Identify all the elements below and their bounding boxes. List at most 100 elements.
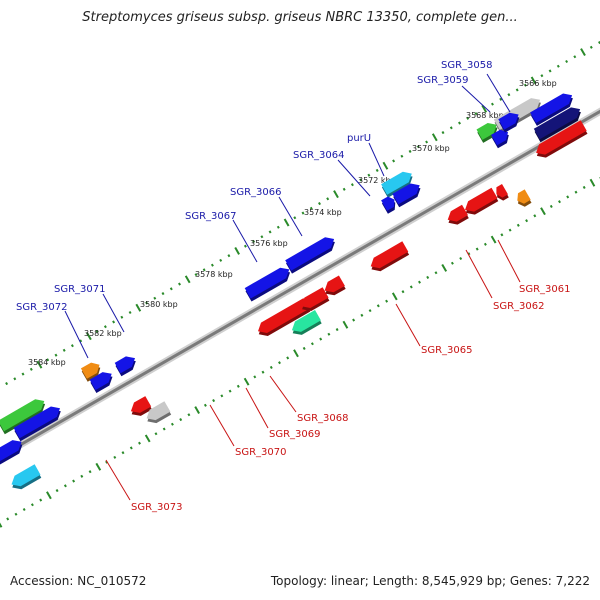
scale-tick [113, 455, 117, 459]
scale-label: 3566 kbp [519, 79, 557, 88]
gene-arrow[interactable] [491, 129, 508, 146]
gene-label-sgr-3059[interactable]: SGR_3059 [417, 75, 469, 86]
scale-tick [459, 256, 463, 261]
scale-ticks-forward [5, 41, 600, 386]
gene-arrow-sgr-3073[interactable] [130, 396, 152, 413]
topology-summary: Topology: linear; Length: 8,545,929 bp; … [270, 574, 590, 588]
gene-arrow-sgr-3059[interactable] [476, 123, 497, 140]
scale-tick [491, 102, 494, 106]
gene-label-sgr-3071[interactable]: SGR_3071 [54, 284, 106, 295]
gene-arrow-sgr-3064[interactable] [381, 196, 395, 211]
scale-tick [29, 367, 33, 371]
scale-tick [260, 235, 264, 239]
scale-tick [475, 247, 479, 251]
scale-tick [129, 446, 133, 450]
gene-label-sgr-3068[interactable]: SGR_3068 [297, 413, 349, 424]
gene-arrow[interactable] [89, 372, 112, 390]
gene-arrow-sgr-3061[interactable] [465, 187, 498, 212]
scale-tick [54, 353, 58, 357]
scale-tick [449, 126, 453, 130]
gene-label-sgr-3064[interactable]: SGR_3064 [293, 150, 345, 161]
scale-tick [573, 55, 577, 59]
leader-line [337, 159, 371, 197]
gene-arrow-sgr-3062[interactable] [447, 204, 468, 222]
scale-tick [120, 315, 124, 319]
gene-arrow-sgr-3072[interactable] [80, 362, 100, 379]
scale-tick [154, 432, 158, 436]
gene-arrow-sgr-3058[interactable] [498, 112, 519, 130]
scale-label: 3568 kbp [466, 111, 504, 120]
accession-text: Accession: NC_010572 [10, 574, 147, 588]
leader-line [245, 387, 269, 429]
scale-tick [103, 325, 107, 329]
scale-tick [243, 244, 247, 248]
gene-label-sgr-3058[interactable]: SGR_3058 [441, 60, 493, 71]
gene-label-sgr-3066[interactable]: SGR_3066 [230, 187, 282, 198]
scale-tick [46, 491, 52, 500]
gene-arrow-puru[interactable] [381, 171, 412, 195]
gene-label-sgr-3062[interactable]: SGR_3062 [493, 301, 545, 312]
scale-tick [14, 512, 18, 516]
gene-arrow[interactable] [533, 107, 581, 140]
leader-line [102, 293, 125, 333]
scale-tick [0, 522, 3, 528]
scale-label: 3570 kbp [412, 144, 450, 153]
gene-arrow[interactable] [0, 399, 45, 432]
scale-tick [540, 207, 546, 216]
gene-arrow-sgr-3065[interactable] [370, 241, 409, 269]
leader-line [465, 249, 493, 299]
gene-arrow-sgr-3066[interactable] [285, 237, 335, 271]
gene-arrow-sgr-3067[interactable] [244, 267, 290, 299]
scale-tick [441, 131, 445, 135]
scale-tick [523, 83, 527, 87]
scale-tick [144, 434, 151, 443]
gene-arrow[interactable] [13, 406, 61, 439]
gene-arrow[interactable] [530, 93, 573, 123]
gene-label-sgr-3073[interactable]: SGR_3073 [131, 502, 183, 513]
gene-arrow-sgr-3069[interactable] [301, 287, 329, 308]
scale-label: 3576 kbp [250, 239, 288, 248]
gene-label-sgr-3065[interactable]: SGR_3065 [421, 345, 473, 356]
scale-tick [138, 441, 141, 445]
gene-arrow[interactable] [11, 464, 41, 487]
scale-tick [376, 304, 380, 308]
scale-tick [135, 303, 142, 312]
scale-tick [441, 263, 448, 272]
scale-tick [342, 320, 349, 329]
gene-arrow-sgr-3068[interactable] [324, 275, 345, 293]
scale-tick [474, 112, 478, 116]
gene-arrow[interactable] [146, 401, 171, 421]
scale-tick [55, 489, 59, 493]
scale-tick [145, 301, 149, 305]
gene-arrow[interactable] [291, 310, 321, 332]
scale-tick [293, 349, 299, 358]
gene-label-sgr-3070[interactable]: SGR_3070 [235, 447, 287, 458]
gene-arrow[interactable] [496, 184, 508, 198]
scale-tick [400, 154, 404, 158]
gene-features [0, 93, 588, 490]
gene-label-sgr-3061[interactable]: SGR_3061 [519, 284, 571, 295]
scale-tick [352, 318, 356, 322]
gene-arrow[interactable] [0, 440, 22, 462]
scale-tick [80, 474, 84, 478]
scale-tick [516, 223, 520, 227]
gene-arrow[interactable] [392, 183, 420, 205]
gene-label-puru[interactable]: purU [347, 133, 371, 144]
scale-tick [565, 59, 569, 64]
scale-tick [276, 225, 280, 229]
gene-arrow[interactable] [517, 189, 531, 204]
scale-tick [335, 328, 339, 332]
scale-tick [301, 211, 305, 215]
scale-tick [184, 275, 191, 284]
gene-arrow-sgr-3071[interactable] [114, 356, 135, 374]
gene-label-sgr-3067[interactable]: SGR_3067 [185, 211, 237, 222]
scale-tick [36, 360, 43, 369]
scale-tick [187, 413, 191, 417]
gene-label-sgr-3069[interactable]: SGR_3069 [269, 429, 321, 440]
gene-label-sgr-3072[interactable]: SGR_3072 [16, 302, 68, 313]
gene-arrow[interactable] [536, 120, 587, 155]
scale-labels: 3566 kbp 3568 kbp 3570 kbp 3572 kbp 3574… [28, 79, 557, 367]
gene-arrow-sgr-3070[interactable] [258, 298, 310, 333]
leader-line [486, 73, 511, 113]
